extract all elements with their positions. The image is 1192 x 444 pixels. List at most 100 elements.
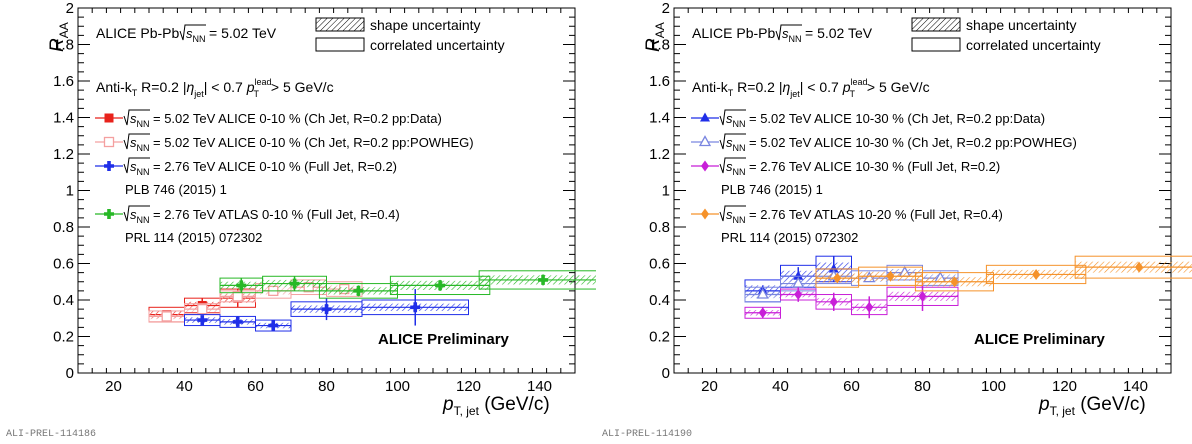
data-point <box>918 290 927 302</box>
preliminary-label: ALICE Preliminary <box>378 331 510 348</box>
data-point <box>833 272 842 284</box>
legend-sqrt: sNN <box>130 207 150 225</box>
y-tick-label: 1.8 <box>53 37 74 54</box>
y-tick-label: 0 <box>66 365 74 382</box>
header-energy: = 5.02 TeV <box>805 25 873 41</box>
legend-marker <box>701 160 709 172</box>
legend-sqrt-radical <box>123 157 150 174</box>
y-tick-label: 1.4 <box>53 110 74 127</box>
legend-sqrt-radical <box>719 109 746 126</box>
chart-left: 0 0.2 0.4 0.6 0.8 1 1.2 1.4 1.6 1.8 2 20 40 60 80 100 12… <box>47 0 596 418</box>
data-point <box>950 276 959 288</box>
legend-entry: = 5.02 TeV ALICE 10-30 % (Ch Jet, R=0.2 … <box>749 111 1045 126</box>
legend-marker <box>701 208 709 220</box>
header-energy: = 5.02 TeV <box>209 25 277 41</box>
data-point <box>793 270 804 280</box>
header-sqrt: sNN <box>782 26 802 44</box>
data-point <box>268 320 279 331</box>
legend-sqrt: sNN <box>726 159 746 177</box>
data-point <box>792 276 805 288</box>
y-axis-title: RAA <box>47 22 71 52</box>
legend-sqrt-radical <box>719 157 746 174</box>
y-tick-label: 0.6 <box>53 256 74 273</box>
x-tick-label: 40 <box>176 378 193 395</box>
legend-marker <box>700 112 710 122</box>
data-point <box>410 302 421 313</box>
y-tick-label: 1.2 <box>53 146 74 163</box>
legend-sqrt-radical <box>123 133 150 150</box>
legend-sqrt: sNN <box>130 135 150 153</box>
x-tick-label: 120 <box>456 378 481 395</box>
legend-entry: = 2.76 TeV ATLAS 10-20 % (Full Jet, R=0.… <box>749 207 1003 222</box>
legend-corr-swatch <box>315 37 365 52</box>
figure-id-left: ALI-PREL-114186 <box>6 429 97 440</box>
legend-shape-swatch <box>911 17 961 32</box>
legend-sqrt: sNN <box>726 135 746 153</box>
legend-marker <box>104 161 114 171</box>
legend-shape-label: shape uncertainty <box>966 17 1077 33</box>
reference-text: PRL 114 (2015) 072302 <box>125 230 262 245</box>
legend-sqrt-radical <box>123 205 150 222</box>
legend-shape-swatch <box>315 17 365 32</box>
legend-sqrt-radical <box>719 205 746 222</box>
y-tick-label: 0.8 <box>53 219 74 236</box>
data-point <box>353 285 364 296</box>
reference-text: PLB 746 (2015) 1 <box>721 182 823 197</box>
data-point <box>1032 268 1041 280</box>
legend-sqrt: sNN <box>130 111 150 129</box>
data-point <box>161 311 172 322</box>
y-tick-label: 2 <box>66 0 74 17</box>
legend-entry: = 2.76 TeV ATLAS 0-10 % (Full Jet, R=0.4… <box>153 207 400 222</box>
y-tick-label: 1 <box>66 183 74 200</box>
legend-entry: = 5.02 TeV ALICE 0-10 % (Ch Jet, R=0.2 p… <box>153 111 442 126</box>
data-point <box>756 287 769 299</box>
legend-marker <box>104 113 114 123</box>
reference-text: PRL 114 (2015) 072302 <box>721 230 858 245</box>
preliminary-label: ALICE Preliminary <box>974 331 1106 348</box>
legend-sqrt-radical <box>719 133 746 150</box>
chart-panel-left: 0 0.2 0.4 0.6 0.8 1 1.2 1.4 1.6 1.8 2 20 40 60 80 100 12… <box>6 0 596 440</box>
reference-text: PLB 746 (2015) 1 <box>125 182 227 197</box>
header-sqrt-radical <box>179 24 206 41</box>
data-point <box>197 303 208 315</box>
y-tick-label: 0.4 <box>649 292 670 309</box>
legend-marker <box>104 209 114 219</box>
data-point <box>321 304 332 315</box>
data-point <box>865 301 874 313</box>
y-tick-label: 0.2 <box>53 329 74 346</box>
chart-right: 0 0.2 0.4 0.6 0.8 1 1.2 1.4 1.6 1.8 2 20 40 60 80 100 12… <box>643 0 1192 418</box>
y-tick-label: 1.6 <box>53 73 74 90</box>
legend-sqrt-radical <box>123 109 150 126</box>
data-point <box>232 291 243 302</box>
y-tick-label: 0.2 <box>649 329 670 346</box>
legend-shape-label: shape uncertainty <box>370 17 481 33</box>
x-tick-label: 60 <box>247 378 264 395</box>
x-tick-label: 140 <box>1123 378 1148 395</box>
legend-entry: = 5.02 TeV ALICE 0-10 % (Ch Jet, R=0.2 p… <box>153 135 474 150</box>
y-tick-label: 1 <box>662 183 670 200</box>
x-tick-label: 120 <box>1052 378 1077 395</box>
y-tick-label: 0.8 <box>649 219 670 236</box>
header-system: ALICE Pb-Pb <box>692 25 775 41</box>
x-axis-title: pT, jet (GeV/c) <box>442 394 550 418</box>
data-point <box>197 315 208 326</box>
y-tick-label: 1.4 <box>649 110 670 127</box>
legend-corr-swatch <box>911 37 961 52</box>
data-point <box>829 296 838 308</box>
y-tick-label: 1.6 <box>649 73 670 90</box>
legend-sqrt: sNN <box>726 207 746 225</box>
cuts-text: Anti-kT R=0.2 |ηjet| < 0.7 plead T > 5 Ge… <box>96 77 334 99</box>
x-tick-label: 100 <box>981 378 1006 395</box>
y-axis-title: RAA <box>643 22 667 52</box>
y-tick-label: 0.6 <box>649 256 670 273</box>
data-point <box>886 270 895 282</box>
legend-corr-label: correlated uncertainty <box>370 37 505 53</box>
data-point <box>758 307 767 319</box>
data-point <box>232 316 243 327</box>
data-point <box>828 263 839 273</box>
legend-corr-label: correlated uncertainty <box>966 37 1101 53</box>
cuts-text: Anti-kT R=0.2 |ηjet| < 0.7 plead T > 5 Ge… <box>692 77 930 99</box>
data-point <box>794 289 803 301</box>
data-point <box>236 280 247 291</box>
data-point <box>538 274 549 285</box>
